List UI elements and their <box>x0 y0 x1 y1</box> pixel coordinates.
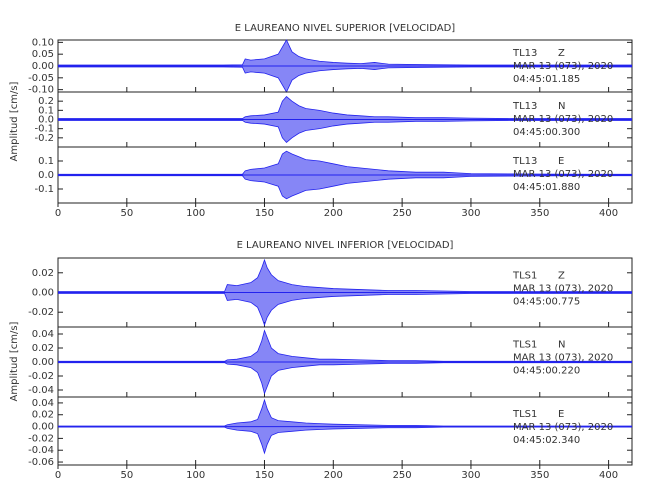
x-tick-label: 0 <box>55 208 61 219</box>
y-tick-label: 0.02 <box>32 268 54 279</box>
y-tick-label: -0.02 <box>28 307 54 318</box>
component-label: N <box>558 101 565 112</box>
trace-upper <box>58 150 632 175</box>
time-label: 04:45:01.185 <box>513 74 580 85</box>
x-tick-label: 250 <box>393 208 412 219</box>
x-tick-label: 250 <box>393 470 412 481</box>
component-label: Z <box>558 48 565 59</box>
station-label: TL13 <box>512 156 537 167</box>
component-label: E <box>558 156 564 167</box>
component-label: Z <box>558 270 565 281</box>
date-label: MAR 13 (073), 2020 <box>513 169 613 180</box>
y-tick-label: 0.0 <box>38 115 54 126</box>
y-tick-label: -0.06 <box>28 457 54 468</box>
x-tick-label: 50 <box>120 470 133 481</box>
x-tick-label: 0 <box>55 470 61 481</box>
time-label: 04:45:00.775 <box>513 296 580 307</box>
x-tick-label: 50 <box>120 208 133 219</box>
y-axis-label: Amplitud [cm/s] <box>9 81 20 161</box>
x-tick-label: 300 <box>461 470 480 481</box>
station-label: TL13 <box>512 101 537 112</box>
trace-upper <box>58 329 632 362</box>
time-label: 04:45:00.220 <box>513 366 580 377</box>
x-tick-label: 300 <box>461 208 480 219</box>
y-tick-label: 0.1 <box>38 105 54 116</box>
component-label: N <box>558 340 565 351</box>
date-label: MAR 13 (073), 2020 <box>513 283 613 294</box>
trace-lower <box>58 175 632 200</box>
trace-upper <box>58 258 632 292</box>
y-tick-label: 0.04 <box>32 398 54 409</box>
y-tick-label: 0.00 <box>32 357 54 368</box>
station-label: TLS1 <box>512 409 537 420</box>
x-tick-label: 150 <box>255 470 274 481</box>
y-tick-label: 0.02 <box>32 410 54 421</box>
component-label: E <box>558 409 564 420</box>
trace-lower <box>58 426 632 455</box>
y-tick-label: -0.10 <box>28 85 54 96</box>
station-label: TLS1 <box>512 270 537 281</box>
date-label: MAR 13 (073), 2020 <box>513 353 613 364</box>
x-tick-label: 200 <box>324 208 343 219</box>
station-label: TLS1 <box>512 340 537 351</box>
trace-lower <box>58 362 632 395</box>
trace-upper <box>58 398 632 427</box>
y-tick-label: -0.1 <box>34 124 54 135</box>
trace-lower <box>58 120 632 143</box>
trace-upper <box>58 39 632 66</box>
y-tick-label: 0.0 <box>38 170 54 181</box>
y-tick-label: -0.04 <box>28 445 54 456</box>
station-label: TL13 <box>512 48 537 59</box>
y-tick-label: 0.05 <box>32 49 54 60</box>
chart-title: E LAUREANO NIVEL INFERIOR [VELOCIDAD] <box>237 240 454 251</box>
x-tick-label: 100 <box>186 470 205 481</box>
y-tick-label: 0.04 <box>32 329 54 340</box>
date-label: MAR 13 (073), 2020 <box>513 61 613 72</box>
trace-lower <box>58 66 632 93</box>
y-tick-label: -0.04 <box>28 385 54 396</box>
x-tick-label: 200 <box>324 470 343 481</box>
y-tick-label: -0.2 <box>34 133 54 144</box>
chart-title: E LAUREANO NIVEL SUPERIOR [VELOCIDAD] <box>235 23 455 34</box>
x-tick-label: 350 <box>530 470 549 481</box>
panel-frame <box>57 396 633 466</box>
x-tick-label: 400 <box>599 208 618 219</box>
y-tick-label: -0.02 <box>28 371 54 382</box>
y-axis-label: Amplitud [cm/s] <box>9 321 20 401</box>
x-tick-label: 100 <box>186 208 205 219</box>
x-tick-label: 350 <box>530 208 549 219</box>
trace-lower <box>58 293 632 327</box>
x-tick-label: 150 <box>255 208 274 219</box>
y-tick-label: 0.00 <box>32 422 54 433</box>
date-label: MAR 13 (073), 2020 <box>513 114 613 125</box>
y-tick-label: 0.1 <box>38 156 54 167</box>
y-tick-label: 0.00 <box>32 288 54 299</box>
y-tick-label: -0.02 <box>28 433 54 444</box>
y-tick-label: 0.02 <box>32 343 54 354</box>
y-tick-label: 0.2 <box>38 96 54 107</box>
time-label: 04:45:02.340 <box>513 435 580 446</box>
y-tick-label: 0.00 <box>32 61 54 72</box>
y-tick-label: -0.05 <box>28 73 54 84</box>
y-tick-label: 0.10 <box>32 37 54 48</box>
x-tick-label: 400 <box>599 470 618 481</box>
time-label: 04:45:01.880 <box>513 182 580 193</box>
y-tick-label: -0.1 <box>34 184 54 195</box>
time-label: 04:45:00.300 <box>513 127 580 138</box>
date-label: MAR 13 (073), 2020 <box>513 422 613 433</box>
trace-upper <box>58 96 632 119</box>
